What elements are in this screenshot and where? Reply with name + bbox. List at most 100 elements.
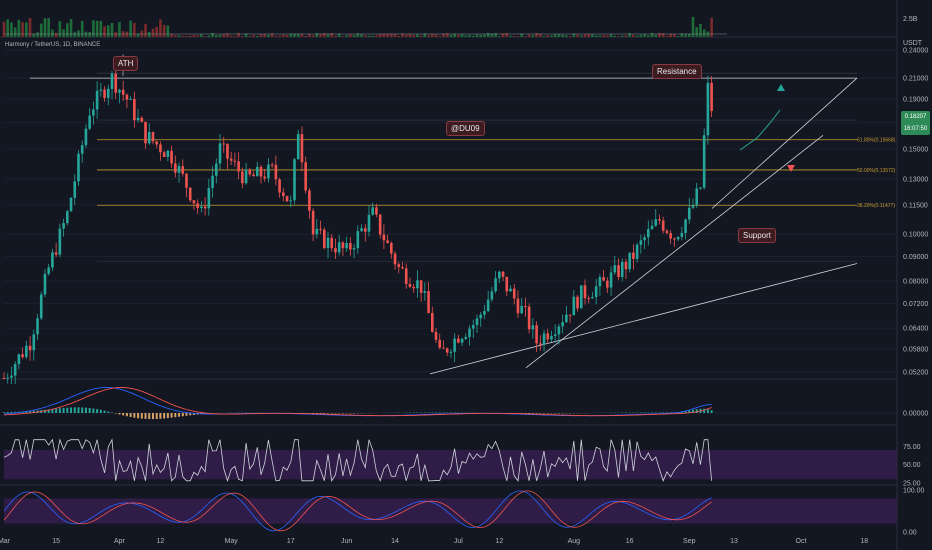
- candle-body: [557, 326, 561, 335]
- macd-hist-bar: [47, 409, 50, 413]
- y-tick-label: 0.05200: [903, 369, 928, 376]
- candle-body: [196, 203, 199, 209]
- price-grid: [0, 0, 898, 550]
- candle-body: [207, 188, 211, 209]
- stoch-rsi-pane: [3, 490, 897, 532]
- y-axis: 0.240000.210000.190000.170000.150000.130…: [903, 16, 928, 537]
- volume-bar: [669, 33, 672, 37]
- macd-hist-bar: [99, 409, 102, 413]
- candle-body: [229, 158, 233, 161]
- candle-body: [367, 214, 371, 232]
- volume-bar: [430, 33, 434, 37]
- macd-hist-bar: [166, 413, 169, 419]
- candle-body: [684, 219, 687, 233]
- macd-hist-bar: [84, 407, 87, 413]
- candle-body: [453, 338, 456, 352]
- candle-body: [479, 314, 483, 319]
- volume-bar: [628, 32, 631, 37]
- volume-bar: [639, 34, 643, 37]
- macd-hist-bar: [122, 413, 125, 416]
- volume-bar: [293, 33, 296, 37]
- candle-body: [147, 132, 151, 144]
- x-tick-label: 12: [157, 538, 165, 545]
- volume-bar: [546, 35, 550, 37]
- volume-bar: [99, 20, 103, 37]
- candle-body: [293, 159, 296, 201]
- volume-bar: [88, 31, 91, 37]
- candle-body: [617, 265, 620, 278]
- candle-body: [326, 237, 330, 248]
- candle-body: [572, 296, 576, 316]
- macd-hist-bar: [151, 413, 154, 420]
- candle-body: [624, 261, 628, 270]
- volume-bar: [334, 35, 337, 37]
- macd-hist-bar: [129, 413, 132, 418]
- y-tick-label: 0.08000: [903, 279, 928, 286]
- volume-bar: [613, 35, 617, 37]
- candle-body: [296, 134, 300, 160]
- x-tick-label: 15: [52, 538, 60, 545]
- macd-hist-bar: [25, 411, 28, 413]
- candle-body: [654, 219, 658, 226]
- candle-body: [542, 333, 546, 345]
- x-tick-label: 17: [287, 538, 295, 545]
- volume-bar: [177, 35, 181, 37]
- candle-body: [676, 236, 680, 240]
- candle-body: [133, 98, 136, 121]
- candle-body: [334, 248, 337, 253]
- candle-body: [84, 128, 88, 146]
- candle-body: [200, 206, 203, 209]
- volume-bar: [449, 34, 453, 37]
- candle-body: [430, 313, 434, 332]
- x-tick-label: Mar: [0, 538, 11, 545]
- volume-bar: [326, 33, 330, 37]
- candle-body: [464, 336, 468, 339]
- candle-body: [349, 243, 352, 250]
- current-price-value: 0.18207: [904, 114, 927, 120]
- volume-bar: [594, 35, 598, 37]
- y-tick-label: 0.21000: [903, 76, 928, 83]
- candle-body: [378, 214, 382, 235]
- macd-hist-bar: [55, 408, 58, 413]
- candle-body: [501, 271, 505, 277]
- macd-hist-bar: [107, 411, 110, 413]
- volume-bar: [393, 33, 397, 37]
- volume-bar: [665, 35, 669, 37]
- volume-bar: [237, 32, 240, 37]
- candle-body: [140, 117, 144, 122]
- volume-bar: [352, 35, 356, 37]
- volume-bar: [144, 23, 147, 37]
- candle-body: [51, 252, 54, 268]
- candle-body: [471, 325, 475, 329]
- candle-body: [538, 343, 542, 345]
- volume-bar: [226, 33, 229, 37]
- candle-body: [92, 109, 95, 116]
- candle-body: [390, 243, 393, 254]
- volume-bar: [192, 34, 196, 37]
- candle-body: [17, 354, 21, 365]
- candle-body: [647, 229, 650, 238]
- candle-body: [300, 134, 304, 163]
- candle-body: [561, 322, 564, 327]
- candle-body: [639, 240, 643, 245]
- macd-hist-bar: [81, 407, 84, 413]
- volume-bar: [620, 35, 624, 37]
- volume-bar: [509, 35, 512, 37]
- candle-body: [233, 160, 237, 162]
- volume-bar: [10, 22, 13, 37]
- volume-bar: [457, 34, 460, 37]
- macd-hist-bar: [10, 411, 13, 413]
- candle-body: [442, 347, 445, 349]
- volume-bar: [133, 23, 136, 37]
- volume-bar: [229, 35, 233, 37]
- volume-bar: [516, 36, 520, 37]
- volume-bar: [188, 35, 192, 37]
- macd-hist-bar: [163, 413, 166, 419]
- stoch-band: [4, 498, 897, 524]
- candle-body: [527, 306, 531, 330]
- candle-body: [144, 121, 147, 144]
- candle-body: [174, 163, 177, 173]
- volume-bar: [606, 35, 609, 37]
- volume-bar: [375, 35, 378, 37]
